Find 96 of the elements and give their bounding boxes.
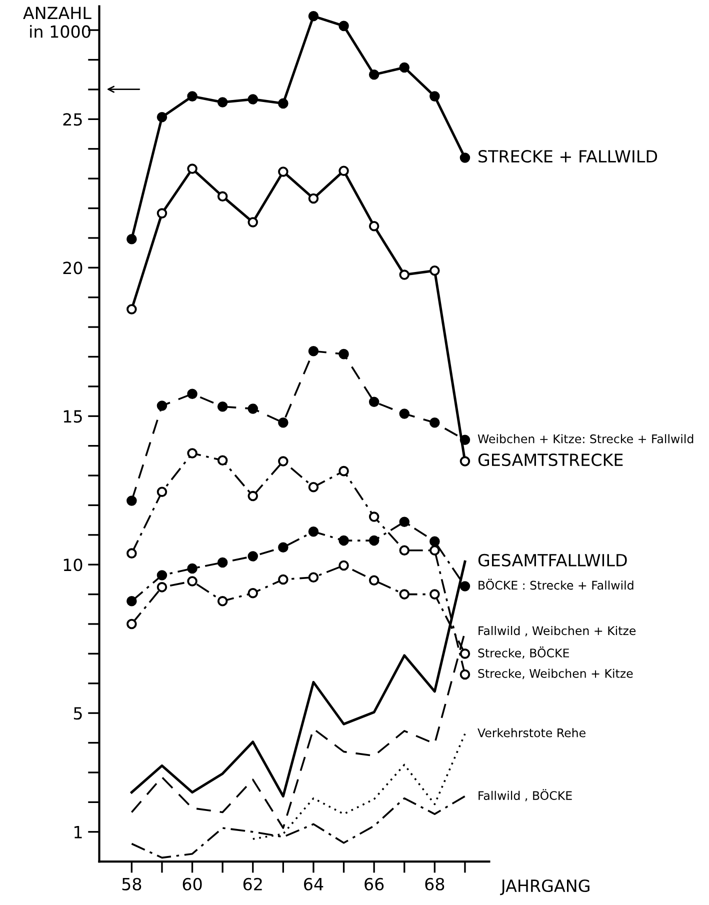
y-tick-label: 25 — [63, 113, 82, 126]
point — [248, 588, 258, 598]
point — [187, 91, 198, 102]
point — [399, 589, 410, 600]
point — [430, 418, 440, 428]
point — [278, 98, 288, 109]
x-tick-label: 64 — [304, 878, 324, 890]
point — [430, 545, 440, 556]
point — [217, 97, 228, 108]
point — [399, 516, 410, 527]
point — [308, 10, 319, 22]
series-label: GESAMTSTRECKE — [478, 453, 623, 466]
x-tick-label: 60 — [182, 878, 202, 890]
point — [217, 557, 228, 568]
point — [217, 596, 228, 606]
series-label: Strecke, BÖCKE — [478, 646, 569, 659]
point — [399, 408, 410, 419]
point — [248, 490, 258, 502]
series-label: STRECKE + FALLWILD — [478, 150, 658, 163]
point — [460, 456, 470, 466]
point — [308, 572, 319, 583]
point — [126, 234, 137, 244]
y-tick-label: 15 — [64, 410, 82, 423]
y-axis-title: ANZAHL in 1000 — [23, 6, 92, 38]
point — [217, 401, 228, 412]
point — [126, 548, 137, 558]
point — [156, 400, 168, 411]
point — [368, 535, 380, 546]
point — [278, 542, 288, 553]
point — [278, 166, 288, 177]
point — [156, 208, 168, 218]
point — [338, 535, 349, 546]
point — [368, 220, 380, 232]
point — [126, 496, 137, 506]
point — [430, 589, 440, 600]
y-tick-label: 1 — [74, 826, 82, 838]
point — [187, 563, 198, 574]
series-label: Fallwild , BÖCKE — [478, 789, 572, 802]
point — [338, 348, 349, 360]
point — [278, 456, 288, 466]
series-label: Weibchen + Kitze: Strecke + Fallwild — [478, 434, 694, 444]
point — [156, 112, 168, 122]
point — [308, 482, 319, 492]
point — [460, 581, 470, 592]
point — [338, 560, 349, 571]
series-label: Fallwild , Weibchen + Kitze — [478, 626, 636, 636]
x-axis-title: JAHRGANG — [500, 879, 590, 896]
series-label: Strecke, Weibchen + Kitze — [478, 668, 633, 680]
x-tick-label: 68 — [425, 878, 444, 890]
point — [126, 596, 137, 606]
point — [430, 536, 440, 547]
point — [308, 193, 319, 204]
point — [368, 396, 380, 408]
point — [248, 551, 258, 562]
point — [368, 575, 380, 586]
point — [338, 166, 349, 176]
point — [338, 466, 349, 476]
point — [187, 164, 198, 174]
x-tick-label: 62 — [243, 878, 262, 890]
point — [399, 270, 410, 280]
point — [338, 20, 349, 32]
series-label: Verkehrstote Rehe — [478, 728, 586, 738]
y-tick-label: 20 — [63, 262, 82, 274]
point — [278, 574, 288, 585]
point — [399, 62, 410, 73]
point — [460, 648, 470, 659]
point — [187, 576, 198, 586]
y-tick-label: 5 — [74, 707, 82, 720]
point — [430, 265, 440, 276]
point — [126, 618, 137, 630]
point — [368, 69, 380, 80]
point — [156, 582, 168, 592]
point — [278, 418, 288, 428]
point — [217, 191, 228, 202]
point — [368, 512, 380, 522]
point — [248, 404, 258, 414]
point — [156, 486, 168, 497]
point — [399, 545, 410, 556]
point — [430, 91, 440, 102]
point — [126, 304, 137, 314]
point — [308, 346, 319, 356]
series-label: BÖCKE : Strecke + Fallwild — [478, 578, 634, 590]
point — [217, 455, 228, 466]
point — [187, 388, 198, 399]
point — [460, 152, 470, 163]
point — [187, 448, 198, 458]
x-tick-label: 66 — [364, 878, 384, 890]
point — [460, 669, 470, 680]
point — [308, 526, 319, 537]
point — [248, 217, 258, 228]
y-tick-label: 10 — [64, 558, 82, 572]
point — [248, 94, 258, 104]
x-tick-label: 58 — [122, 878, 142, 890]
point — [156, 570, 168, 580]
point — [460, 434, 470, 446]
series-label: GESAMTFALLWILD — [478, 554, 627, 566]
